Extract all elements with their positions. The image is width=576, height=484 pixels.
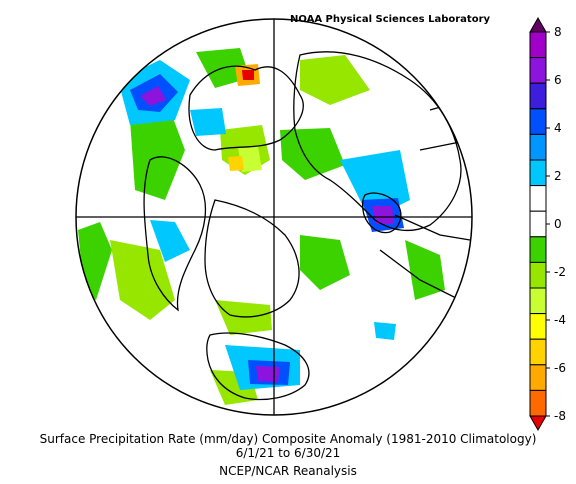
anomaly-patch xyxy=(130,110,185,200)
colorbar-bin xyxy=(529,185,547,212)
map-graticule xyxy=(76,19,472,415)
colorbar-tick-label: 4 xyxy=(554,121,562,135)
colorbar-bin xyxy=(529,287,547,315)
colorbar-tick-label: -8 xyxy=(554,409,566,423)
precipitation-anomaly-shading xyxy=(78,48,445,405)
coastline xyxy=(188,65,304,151)
colorbar-bin xyxy=(529,57,547,84)
colorbar-top-arrow xyxy=(529,16,547,33)
colorbar-bin xyxy=(529,313,547,340)
caption-source: NCEP/NCAR Reanalysis xyxy=(219,464,357,478)
colorbar-bin xyxy=(529,364,547,391)
colorbar-bin xyxy=(529,159,547,187)
colorbar-bin xyxy=(529,82,547,110)
colorbar-bin xyxy=(529,236,547,263)
anomaly-patch xyxy=(300,55,370,105)
colorbar-bin xyxy=(529,389,547,417)
anomaly-patch xyxy=(238,146,262,172)
colorbar: 8 6 4 2 0 -2 -4 -6 -8 xyxy=(529,16,566,432)
anomaly-patch xyxy=(140,86,166,106)
colorbar-bin xyxy=(529,31,547,59)
coastline xyxy=(204,199,300,318)
anomaly-patch xyxy=(256,366,280,382)
anomaly-patch xyxy=(280,128,345,180)
coastline-outlines xyxy=(143,51,471,401)
anomaly-patch xyxy=(372,206,394,224)
colorbar-bin xyxy=(529,338,547,366)
coastline xyxy=(379,99,471,301)
anomaly-patch xyxy=(405,240,445,300)
colorbar-tick-label: 2 xyxy=(554,169,562,183)
colorbar-bottom-arrow xyxy=(529,415,547,432)
anomaly-patch xyxy=(300,235,350,290)
coastline xyxy=(293,51,462,232)
anomaly-patch xyxy=(78,222,112,300)
colorbar-tick-label: 6 xyxy=(554,73,562,87)
colorbar-tick-label: 8 xyxy=(554,25,562,39)
anomaly-patch xyxy=(242,70,254,80)
colorbar-bin xyxy=(529,210,547,238)
anomaly-patch xyxy=(110,240,175,320)
colorbar-bin xyxy=(529,108,547,135)
colorbar-tick-label: -2 xyxy=(554,265,566,279)
colorbar-tick-label: -6 xyxy=(554,361,566,375)
anomaly-patch xyxy=(374,322,396,340)
credit-label: NOAA Physical Sciences Laboratory xyxy=(290,14,491,25)
caption-date-range: 6/1/21 to 6/30/21 xyxy=(235,446,341,460)
colorbar-bin xyxy=(529,133,547,161)
caption-title: Surface Precipitation Rate (mm/day) Comp… xyxy=(39,432,537,446)
colorbar-tick-label: -4 xyxy=(554,313,566,327)
anomaly-patch xyxy=(150,220,190,262)
coastline xyxy=(143,156,207,312)
coastline xyxy=(361,192,402,234)
colorbar-bin xyxy=(529,261,547,289)
anomaly-patch xyxy=(228,156,244,171)
anomaly-patch xyxy=(190,108,226,136)
colorbar-tick-label: 0 xyxy=(554,217,562,231)
map-disk-outline xyxy=(75,18,473,416)
